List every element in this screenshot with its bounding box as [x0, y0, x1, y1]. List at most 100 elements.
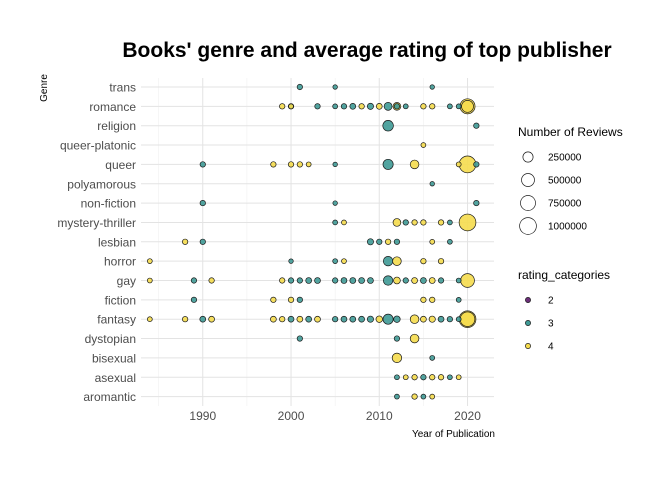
data-point [382, 158, 394, 170]
data-point [437, 258, 445, 265]
data-point [394, 374, 400, 381]
data-point [332, 84, 338, 90]
data-point [332, 316, 339, 323]
y-axis-ticks: trans romance religion queer-platonic queer p… [57, 81, 136, 405]
y-tick-label: asexual [95, 371, 136, 385]
data-point [437, 219, 445, 226]
data-point [420, 103, 427, 110]
data-point [420, 315, 427, 323]
chart-title: Books' genre and average rating of top p… [122, 39, 611, 62]
data-point [411, 277, 418, 284]
data-point [340, 277, 348, 284]
data-point [182, 238, 189, 245]
color-legend-key [525, 343, 531, 349]
color-legend: rating_categories 2 3 4 [518, 268, 610, 353]
size-legend-label: 750000 [548, 199, 582, 210]
data-point [429, 355, 436, 361]
size-legend-title: Number of Reviews [518, 125, 623, 139]
y-tick-label: queer-platonic [60, 139, 136, 153]
size-legend-label: 1000000 [548, 222, 587, 233]
color-legend-key [525, 320, 531, 326]
data-point [199, 315, 207, 323]
data-point [332, 219, 338, 226]
data-point [437, 277, 445, 284]
data-point [455, 103, 462, 110]
data-point [402, 277, 409, 284]
data-point [455, 374, 462, 381]
size-legend-label: 250000 [548, 153, 582, 164]
data-points [147, 83, 480, 400]
data-point [367, 277, 374, 284]
x-tick-label: 2020 [454, 409, 481, 423]
data-point [349, 315, 357, 323]
data-point [208, 277, 215, 284]
data-point [411, 393, 418, 400]
data-point [270, 161, 277, 168]
data-point [382, 120, 394, 132]
data-point [190, 277, 198, 284]
data-point [461, 100, 474, 113]
color-legend-label: 3 [548, 319, 554, 330]
data-point [437, 374, 445, 381]
data-point [287, 315, 295, 323]
color-legend-label: 4 [548, 342, 554, 353]
y-tick-label: non-fiction [81, 197, 136, 211]
data-point [420, 142, 427, 148]
data-point [402, 219, 409, 226]
data-point [287, 161, 295, 168]
data-point [393, 276, 401, 285]
data-point [332, 200, 338, 206]
data-point [393, 315, 401, 323]
data-point [296, 277, 303, 284]
data-point [420, 258, 427, 265]
data-point [147, 277, 153, 284]
data-point [287, 277, 295, 284]
data-point [199, 161, 206, 168]
data-point [366, 102, 374, 110]
data-point [147, 316, 153, 323]
data-point [199, 238, 206, 245]
x-tick-label: 2000 [278, 409, 305, 423]
data-point [447, 374, 453, 381]
data-point [341, 258, 347, 264]
y-tick-label: fiction [105, 293, 136, 307]
data-point [296, 315, 304, 323]
data-point [279, 103, 286, 110]
data-point [383, 102, 393, 111]
data-point [199, 200, 206, 207]
data-point [392, 218, 402, 227]
data-point [270, 315, 277, 323]
data-point [332, 103, 338, 110]
size-legend-key [522, 151, 534, 163]
data-point [473, 161, 480, 168]
x-axis-ticks: 1990 2000 2010 2020 [189, 409, 481, 423]
data-point [394, 393, 400, 400]
y-tick-label: gay [117, 274, 136, 288]
data-point [409, 159, 420, 170]
data-point [182, 316, 189, 323]
y-tick-label: dystopian [85, 332, 136, 346]
data-point [420, 374, 427, 381]
data-point [314, 103, 321, 110]
data-point [375, 103, 383, 110]
data-point [402, 374, 409, 381]
data-point [437, 315, 445, 323]
x-tick-label: 1990 [189, 409, 216, 423]
data-point [366, 238, 374, 246]
data-point [366, 315, 374, 323]
data-point [305, 315, 312, 323]
data-point [459, 311, 476, 327]
data-point [305, 277, 312, 284]
data-point [392, 256, 402, 266]
size-legend-label: 500000 [548, 176, 582, 187]
data-point [420, 393, 427, 400]
data-point [447, 238, 453, 245]
data-point [287, 296, 295, 303]
data-point [455, 277, 462, 284]
data-point [420, 296, 427, 303]
data-point [375, 315, 383, 323]
data-point [349, 277, 357, 284]
data-point [288, 103, 294, 110]
data-point [455, 316, 462, 323]
data-point [460, 273, 475, 288]
